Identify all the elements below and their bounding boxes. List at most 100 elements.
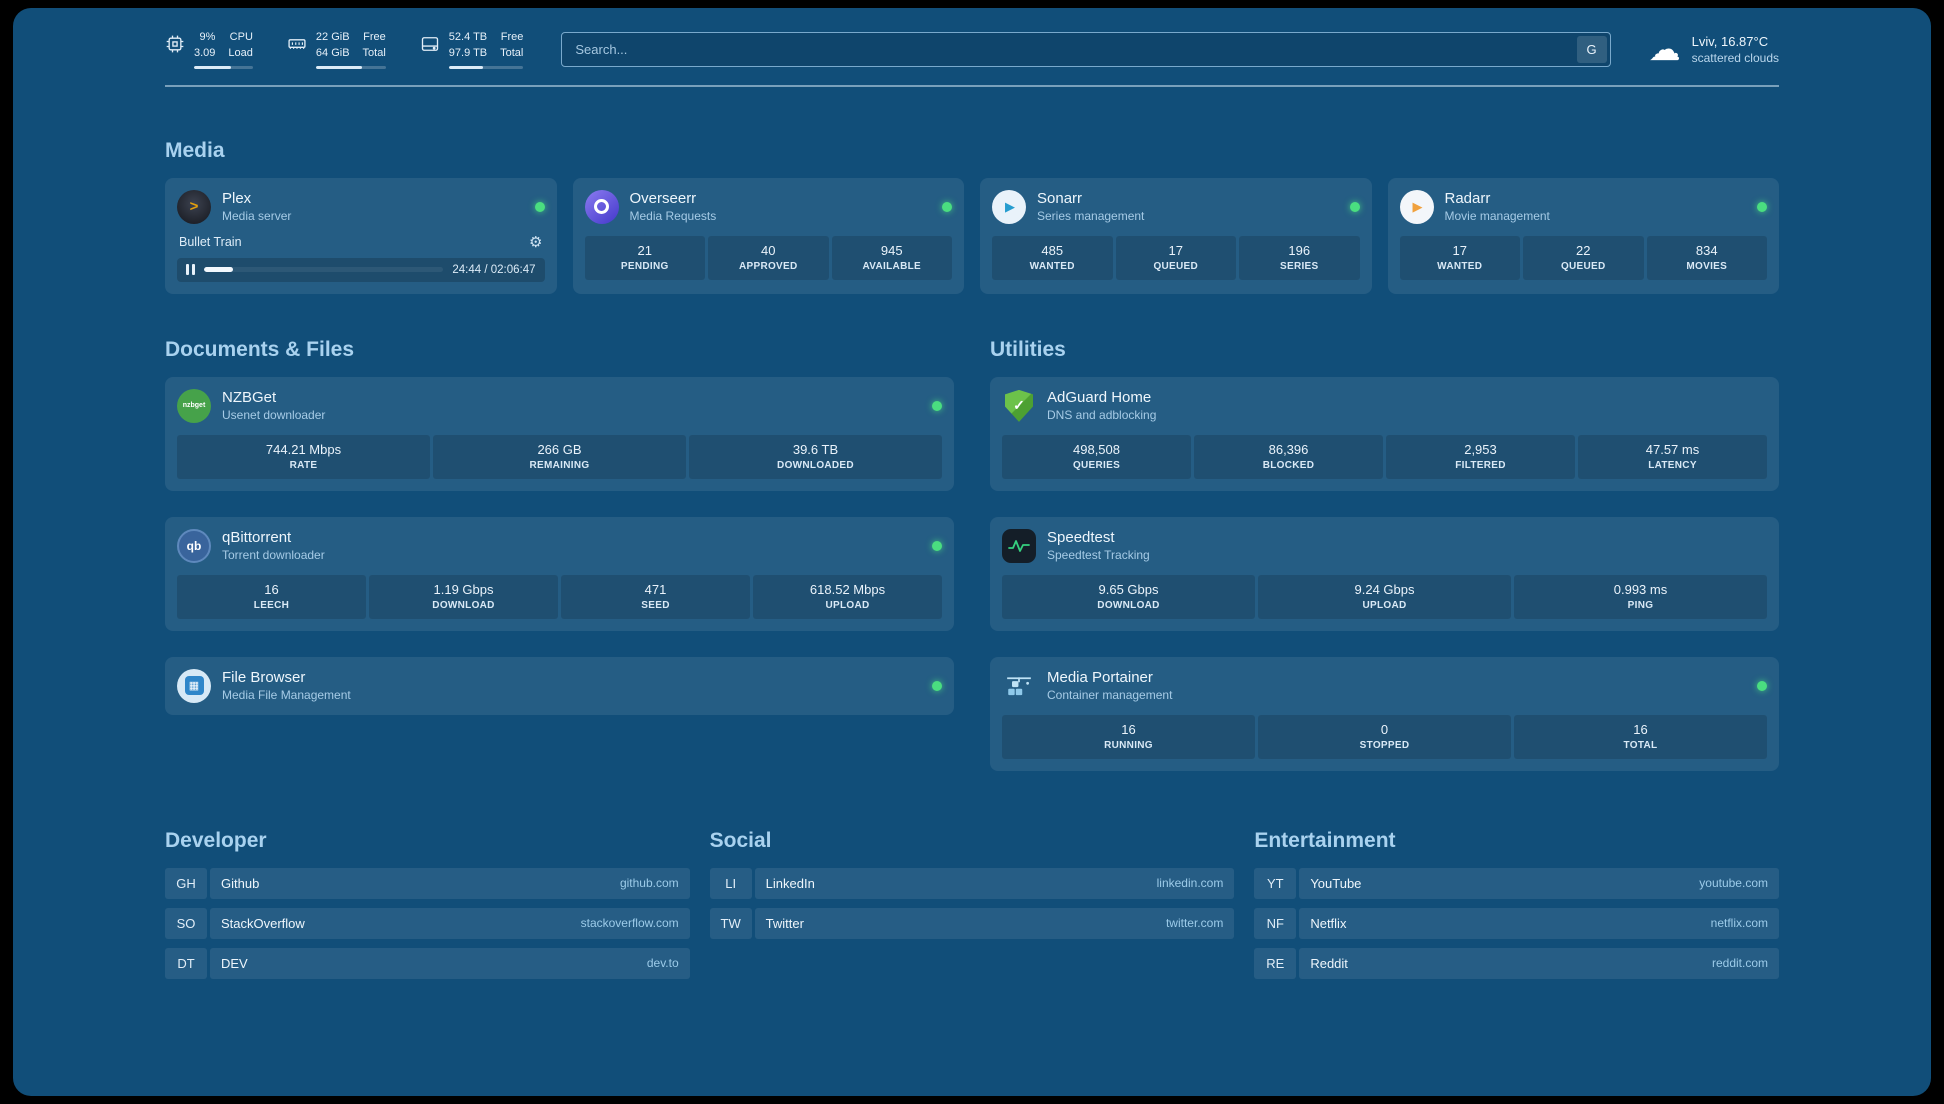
resource-widgets: 9% 3.09 CPU Load	[165, 30, 524, 69]
service-name: Speedtest	[1047, 529, 1115, 547]
stat-total: 16 TOTAL	[1514, 714, 1767, 759]
cpu-label: CPU	[229, 31, 253, 43]
cpu-load-label: Load	[228, 46, 253, 59]
stat-rate: 744.21 Mbps RATE	[177, 434, 430, 479]
adguard-icon: ✓	[1002, 389, 1036, 423]
service-name: File Browser	[222, 669, 306, 687]
disk-total-label: Total	[500, 46, 524, 59]
stat-queued: 17 QUEUED	[1115, 235, 1236, 280]
stat-filtered: 2,953 FILTERED	[1386, 434, 1575, 479]
service-card-adguard[interactable]: ✓ AdGuard Home DNS and adblocking 498,50…	[990, 376, 1779, 491]
service-subtitle: Series management	[1037, 209, 1145, 224]
bookmark-dev[interactable]: DT DEV dev.to	[165, 947, 690, 979]
bookmark-name: Reddit	[1310, 955, 1348, 971]
service-card-qbittorrent[interactable]: qb qBittorrent Torrent downloader 16 LEEC…	[165, 516, 954, 631]
stat-ping: 0.993 ms PING	[1514, 574, 1767, 619]
service-card-speedtest[interactable]: Speedtest Speedtest Tracking 9.65 Gbps DO…	[990, 516, 1779, 631]
service-card-overseerr[interactable]: Overseerr Media Requests 21 PENDING 40 APP…	[572, 177, 964, 294]
bookmark-netflix[interactable]: NF Netflix netflix.com	[1254, 907, 1779, 939]
cpu-icon	[165, 34, 185, 69]
stat-movies: 834 MOVIES	[1646, 235, 1767, 280]
service-subtitle: Media server	[222, 209, 292, 224]
memory-total-value: 64 GiB	[315, 46, 350, 59]
bookmark-url: stackoverflow.com	[580, 916, 679, 931]
gear-icon[interactable]: ⚙	[529, 233, 543, 251]
bookmark-abbr: GH	[165, 867, 207, 899]
stat-stopped: 0 STOPPED	[1258, 714, 1511, 759]
cpu-widget: 9% 3.09 CPU Load	[165, 30, 253, 69]
bookmark-name: StackOverflow	[221, 915, 305, 931]
section-title-media: Media	[165, 138, 225, 162]
bookmark-url: linkedin.com	[1156, 876, 1224, 891]
service-name: NZBGet	[222, 389, 277, 407]
service-card-plex[interactable]: > Plex Media server Bullet Train ⚙	[165, 177, 557, 294]
search-input[interactable]	[561, 31, 1611, 67]
service-name: Overseerr	[629, 190, 697, 208]
memory-total-label: Total	[362, 46, 386, 59]
bookmark-name: LinkedIn	[765, 875, 815, 891]
section-title-utilities: Utilities	[990, 337, 1066, 361]
bookmark-youtube[interactable]: YT YouTube youtube.com	[1254, 867, 1779, 899]
stat-approved: 40 APPROVED	[708, 235, 829, 280]
stat-latency: 47.57 ms LATENCY	[1578, 434, 1767, 479]
service-card-filebrowser[interactable]: ▦ File Browser Media File Management	[165, 656, 954, 715]
disk-total-value: 97.9 TB	[448, 46, 488, 59]
service-name: Media Portainer	[1047, 669, 1153, 687]
section-title-entertainment: Entertainment	[1254, 828, 1396, 852]
service-subtitle: Usenet downloader	[222, 408, 326, 423]
bookmark-github[interactable]: GH Github github.com	[165, 867, 690, 899]
plex-icon: >	[177, 189, 211, 224]
memory-free-value: 22 GiB	[315, 31, 350, 43]
pause-button[interactable]	[186, 264, 195, 276]
bookmark-name: Twitter	[765, 915, 804, 931]
status-dot	[932, 400, 942, 411]
memory-progress-bar	[315, 65, 386, 69]
bookmark-group-developer: Developer GH Github github.com SO StackO…	[165, 829, 690, 988]
service-card-sonarr[interactable]: ▶ Sonarr Series management 485 WANTED 17 Q…	[980, 177, 1372, 294]
bookmark-name: YouTube	[1310, 875, 1362, 891]
section-title-documents: Documents & Files	[165, 337, 355, 361]
bookmark-url: youtube.com	[1699, 876, 1768, 891]
service-subtitle: Speedtest Tracking	[1047, 548, 1150, 563]
service-name: qBittorrent	[222, 529, 292, 547]
bookmark-url: twitter.com	[1165, 916, 1224, 931]
status-dot	[1757, 680, 1767, 691]
stat-available: 945 AVAILABLE	[831, 235, 952, 280]
service-card-portainer[interactable]: Media Portainer Container management 16 R…	[990, 656, 1779, 771]
status-dot	[942, 201, 952, 212]
service-subtitle: Media File Management	[222, 688, 351, 703]
status-dot	[534, 201, 545, 212]
service-subtitle: DNS and adblocking	[1047, 408, 1157, 423]
radarr-icon: ▶	[1399, 189, 1434, 224]
bookmark-abbr: LI	[709, 867, 752, 899]
speedtest-icon	[1002, 528, 1036, 563]
sonarr-icon: ▶	[992, 189, 1026, 224]
stat-upload: 9.24 Gbps UPLOAD	[1258, 574, 1511, 619]
stat-blocked: 86,396 BLOCKED	[1194, 434, 1383, 479]
status-dot	[932, 680, 942, 691]
disk-icon	[420, 34, 440, 69]
nzbget-icon: nzbget	[177, 388, 211, 423]
bookmark-reddit[interactable]: RE Reddit reddit.com	[1254, 947, 1779, 979]
playback-time: 24:44 / 02:06:47	[452, 263, 536, 276]
search-provider-button[interactable]: G	[1576, 35, 1607, 63]
search-bar: G	[561, 31, 1611, 67]
playback-progress-track[interactable]	[204, 267, 444, 273]
bookmark-name: Netflix	[1310, 915, 1347, 931]
stat-download: 1.19 Gbps DOWNLOAD	[369, 574, 558, 619]
memory-icon	[287, 34, 307, 69]
bookmark-linkedin[interactable]: LI LinkedIn linkedin.com	[709, 867, 1235, 899]
topbar-divider	[165, 84, 1779, 87]
stat-leech: 16 LEECH	[177, 574, 366, 619]
bookmark-twitter[interactable]: TW Twitter twitter.com	[709, 907, 1235, 939]
stat-wanted: 17 WANTED	[1399, 235, 1520, 280]
service-card-radarr[interactable]: ▶ Radarr Movie management 17 WANTED 22 QUE…	[1387, 177, 1779, 294]
weather-condition: scattered clouds	[1691, 50, 1779, 65]
service-card-nzbget[interactable]: nzbget NZBGet Usenet downloader 744.21 M…	[165, 376, 954, 491]
bookmark-stackoverflow[interactable]: SO StackOverflow stackoverflow.com	[165, 907, 690, 939]
memory-free-label: Free	[363, 31, 386, 43]
stat-wanted: 485 WANTED	[992, 235, 1113, 280]
bookmark-abbr: SO	[165, 907, 207, 939]
qbittorrent-icon: qb	[177, 528, 211, 563]
service-name: Radarr	[1444, 190, 1491, 208]
